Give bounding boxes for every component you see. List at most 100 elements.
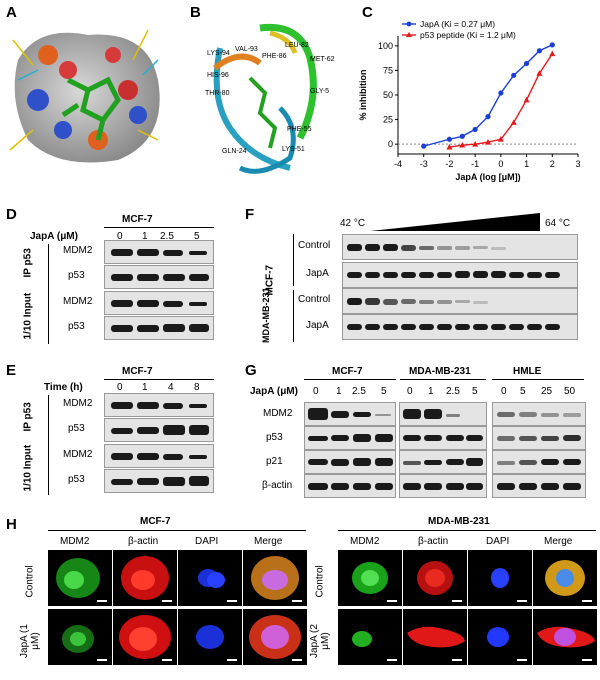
dose-label: 1 — [428, 386, 434, 397]
temp-end-label: 64 °C — [545, 218, 571, 229]
protein-label: β-actin — [262, 480, 293, 491]
y-tick-label: 25 — [383, 115, 393, 125]
blot-strip — [304, 474, 396, 498]
protein-label: p53 — [68, 321, 85, 332]
panel-g-treatment-label: JapA (μM) — [250, 386, 298, 397]
data-point — [549, 50, 556, 57]
y-tick-label: 100 — [378, 41, 393, 51]
panel-g-cell-line-bar — [492, 379, 584, 380]
x-tick-label: 3 — [575, 159, 580, 169]
residue-label: PHE-86 — [262, 53, 287, 60]
panel-g-cell-line: HMLE — [513, 366, 542, 377]
micrograph-dapi-control — [178, 550, 242, 606]
blot-strip — [104, 240, 214, 264]
dose-label: 2.5 — [352, 386, 366, 397]
dose-label: 50 — [564, 386, 576, 397]
blot-strip — [104, 291, 214, 315]
micrograph-merge-japa — [533, 609, 597, 665]
column-label: MDM2 — [60, 536, 90, 547]
blot-strip — [342, 234, 578, 260]
temp-start-label: 42 °C — [340, 218, 366, 229]
row-label: Control — [298, 240, 331, 251]
panel-e-group-bracket — [48, 395, 49, 495]
residue-label: LYS-94 — [207, 50, 230, 57]
data-point — [510, 119, 517, 125]
data-point — [446, 136, 453, 142]
data-point — [421, 143, 427, 149]
micrograph-dapi-control — [468, 550, 532, 606]
panel-e-label: E — [6, 362, 17, 379]
panel-f-label: F — [245, 206, 255, 223]
data-point — [472, 140, 479, 147]
legend-label: p53 peptide (Ki = 1.2 μM) — [420, 30, 516, 40]
series-line — [423, 44, 553, 147]
micrograph-merge-control — [533, 550, 597, 606]
series-line — [449, 53, 553, 148]
panel-c-label: C — [362, 4, 373, 21]
temperature-gradient-wedge — [370, 213, 540, 231]
residue-label: LYS-51 — [282, 146, 305, 153]
column-label: β-actin — [128, 536, 159, 547]
row-label: JapA (2 μM) — [309, 624, 331, 658]
blot-strip — [492, 474, 586, 498]
blot-strip — [492, 450, 586, 474]
dose-label: 5 — [381, 386, 387, 397]
panel-d-label: D — [6, 206, 17, 223]
data-point — [536, 48, 543, 54]
residue-label: PHE-55 — [287, 126, 312, 133]
panel-h-label: H — [6, 516, 17, 533]
x-tick-label: -3 — [420, 159, 428, 169]
data-point — [446, 143, 453, 150]
blot-strip — [304, 402, 396, 426]
micrograph-dapi-japa — [178, 609, 242, 665]
data-point — [459, 133, 465, 139]
panel-a-surface-image — [9, 29, 160, 163]
dose-label: 0 — [407, 386, 413, 397]
panel-d-treatment-label: JapA (μM) — [30, 231, 78, 242]
panel-c-chart: -4 -3 -2 -1 0 1 2 3 0 25 50 75 100 JapA (log [μM]) % i… — [358, 19, 581, 182]
panel-h-group-bar — [48, 530, 306, 531]
dose-label: 2.5 — [160, 231, 174, 242]
legend-label: JapA (Ki = 0.27 μM) — [420, 19, 495, 29]
blot-strip — [104, 469, 214, 493]
blot-strip — [304, 426, 396, 450]
residue-label: THR-80 — [205, 90, 230, 97]
dose-label: 1 — [336, 386, 342, 397]
legend-marker — [406, 21, 412, 27]
data-point — [523, 96, 530, 103]
panel-f-group-bracket — [293, 290, 294, 342]
panel-d-group-bracket — [48, 244, 49, 344]
panel-g-cell-line: MCF-7 — [332, 366, 363, 377]
x-axis-label: JapA (log [μM]) — [455, 172, 520, 182]
micrograph-actin-control — [113, 550, 177, 606]
protein-label: p21 — [266, 456, 283, 467]
blot-strip — [399, 474, 487, 498]
time-label: 4 — [168, 382, 174, 393]
dose-label: 2.5 — [446, 386, 460, 397]
panel-g-label: G — [245, 362, 257, 379]
residue-label: MET-62 — [310, 56, 335, 63]
data-point — [485, 139, 491, 145]
dose-label: 1 — [142, 231, 148, 242]
blot-strip — [104, 444, 214, 468]
column-label: Merge — [254, 536, 283, 547]
protein-label: MDM2 — [63, 449, 93, 460]
micrograph-dapi-japa — [468, 609, 532, 665]
blot-strip — [304, 450, 396, 474]
micrograph-actin-japa — [403, 609, 467, 665]
panel-h-cell-line: MCF-7 — [140, 516, 171, 527]
row-label: Control — [298, 294, 331, 305]
data-point — [536, 70, 543, 76]
data-point — [485, 114, 491, 120]
x-tick-label: 1 — [524, 159, 529, 169]
micrograph-merge-japa — [243, 609, 307, 665]
blot-strip — [342, 314, 578, 340]
protein-label: MDM2 — [63, 398, 93, 409]
y-tick-label: 0 — [388, 139, 393, 149]
blot-strip — [399, 450, 487, 474]
dose-label: 0 — [501, 386, 507, 397]
protein-label: MDM2 — [63, 296, 93, 307]
blot-strip — [399, 426, 487, 450]
micrograph-actin-control — [403, 550, 467, 606]
blot-strip — [104, 265, 214, 289]
